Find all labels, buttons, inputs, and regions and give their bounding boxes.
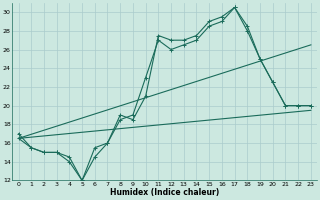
X-axis label: Humidex (Indice chaleur): Humidex (Indice chaleur) — [110, 188, 219, 197]
